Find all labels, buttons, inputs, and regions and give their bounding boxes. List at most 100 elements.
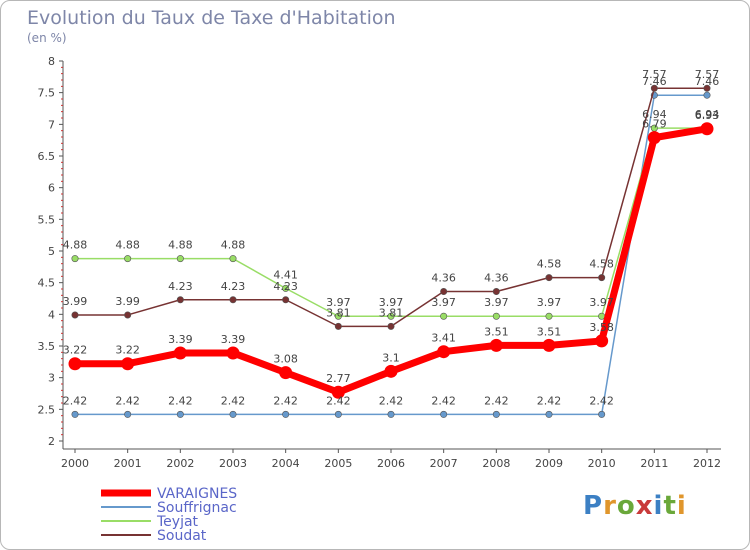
chart-subtitle: (en %) xyxy=(27,31,67,45)
data-point xyxy=(703,91,711,99)
data-label: 2.42 xyxy=(326,394,351,407)
x-tick-label: 2006 xyxy=(377,457,405,470)
data-point xyxy=(489,338,503,352)
data-label: 4.23 xyxy=(221,280,246,293)
data-point xyxy=(176,296,184,304)
data-label: 3.97 xyxy=(589,296,614,309)
x-tick-label: 2000 xyxy=(61,457,89,470)
data-point xyxy=(700,122,714,136)
x-tick-label: 2005 xyxy=(324,457,352,470)
data-label: 2.77 xyxy=(326,372,351,385)
data-label: 3.41 xyxy=(431,332,456,345)
data-label: 6.93 xyxy=(695,109,720,122)
data-point xyxy=(437,345,451,359)
x-tick-label: 2007 xyxy=(430,457,458,470)
data-point xyxy=(279,366,293,380)
data-point xyxy=(229,410,237,418)
data-point xyxy=(598,274,606,282)
data-label: 4.58 xyxy=(537,258,562,271)
y-tick-label: 3 xyxy=(48,372,55,385)
data-point xyxy=(226,346,240,360)
data-label: 6.79 xyxy=(642,118,667,131)
data-label: 3.08 xyxy=(273,353,298,366)
x-tick-label: 2009 xyxy=(535,457,563,470)
data-label: 3.97 xyxy=(326,296,351,309)
data-point xyxy=(387,410,395,418)
data-point xyxy=(334,312,342,320)
data-label: 2.42 xyxy=(273,394,298,407)
data-label: 6.94 xyxy=(695,108,720,121)
y-tick-label: 4.5 xyxy=(38,277,56,290)
data-label: 3.58 xyxy=(589,321,614,334)
x-tick-label: 2010 xyxy=(588,457,616,470)
data-point xyxy=(124,311,132,319)
y-tick-label: 6.5 xyxy=(38,150,56,163)
data-label: 7.57 xyxy=(642,68,667,81)
data-point xyxy=(229,296,237,304)
data-point xyxy=(492,312,500,320)
data-point xyxy=(647,131,661,145)
y-tick-label: 7 xyxy=(48,118,55,131)
data-point xyxy=(545,410,553,418)
x-tick-label: 2004 xyxy=(272,457,300,470)
data-label: 3.97 xyxy=(379,296,404,309)
data-label: 3.97 xyxy=(537,296,562,309)
legend-label: Teyjat xyxy=(156,514,199,530)
data-point xyxy=(650,84,658,92)
data-point xyxy=(440,288,448,296)
data-label: 2.42 xyxy=(431,394,456,407)
legend-label: VARAIGNES xyxy=(157,486,237,502)
data-point xyxy=(229,255,237,263)
data-point xyxy=(331,385,345,399)
data-label: 4.58 xyxy=(589,258,614,271)
legend-label: Souffrignac xyxy=(157,500,237,516)
data-point xyxy=(71,311,79,319)
data-point xyxy=(387,322,395,330)
data-label: 4.23 xyxy=(168,280,193,293)
data-point xyxy=(282,296,290,304)
x-tick-label: 2008 xyxy=(482,457,510,470)
data-label: 2.42 xyxy=(589,394,614,407)
y-tick-label: 4 xyxy=(48,308,55,321)
data-label: 3.22 xyxy=(63,344,88,357)
data-label: 4.36 xyxy=(431,272,456,285)
y-tick-label: 2 xyxy=(48,435,55,448)
data-point xyxy=(440,410,448,418)
data-label: 2.42 xyxy=(63,394,88,407)
data-label: 7.46 xyxy=(642,75,667,88)
data-point xyxy=(124,255,132,263)
data-point xyxy=(595,334,609,348)
data-point xyxy=(68,357,82,371)
x-tick-label: 2011 xyxy=(640,457,668,470)
data-point xyxy=(173,346,187,360)
data-label: 4.88 xyxy=(115,239,140,252)
data-label: 3.1 xyxy=(382,351,400,364)
data-label: 3.22 xyxy=(115,344,140,357)
x-tick-label: 2002 xyxy=(166,457,194,470)
x-tick-label: 2003 xyxy=(219,457,247,470)
data-label: 3.97 xyxy=(431,296,456,309)
data-point xyxy=(282,284,290,292)
data-label: 7.46 xyxy=(695,75,720,88)
legend-label: Soudat xyxy=(157,528,207,544)
y-tick-label: 8 xyxy=(48,55,55,68)
x-tick-label: 2001 xyxy=(114,457,142,470)
data-point xyxy=(598,410,606,418)
data-point xyxy=(71,410,79,418)
data-label: 3.39 xyxy=(168,333,193,346)
data-point xyxy=(545,312,553,320)
data-label: 3.81 xyxy=(379,306,404,319)
data-point xyxy=(384,364,398,378)
data-label: 2.42 xyxy=(537,394,562,407)
y-tick-label: 5 xyxy=(48,245,55,258)
data-label: 4.88 xyxy=(221,239,246,252)
y-tick-label: 5.5 xyxy=(38,213,56,226)
data-label: 2.42 xyxy=(484,394,509,407)
data-point xyxy=(542,338,556,352)
chart-title: Evolution du Taux de Taxe d'Habitation xyxy=(27,7,396,29)
data-label: 4.88 xyxy=(168,239,193,252)
y-tick-label: 7.5 xyxy=(38,87,56,100)
data-point xyxy=(334,410,342,418)
